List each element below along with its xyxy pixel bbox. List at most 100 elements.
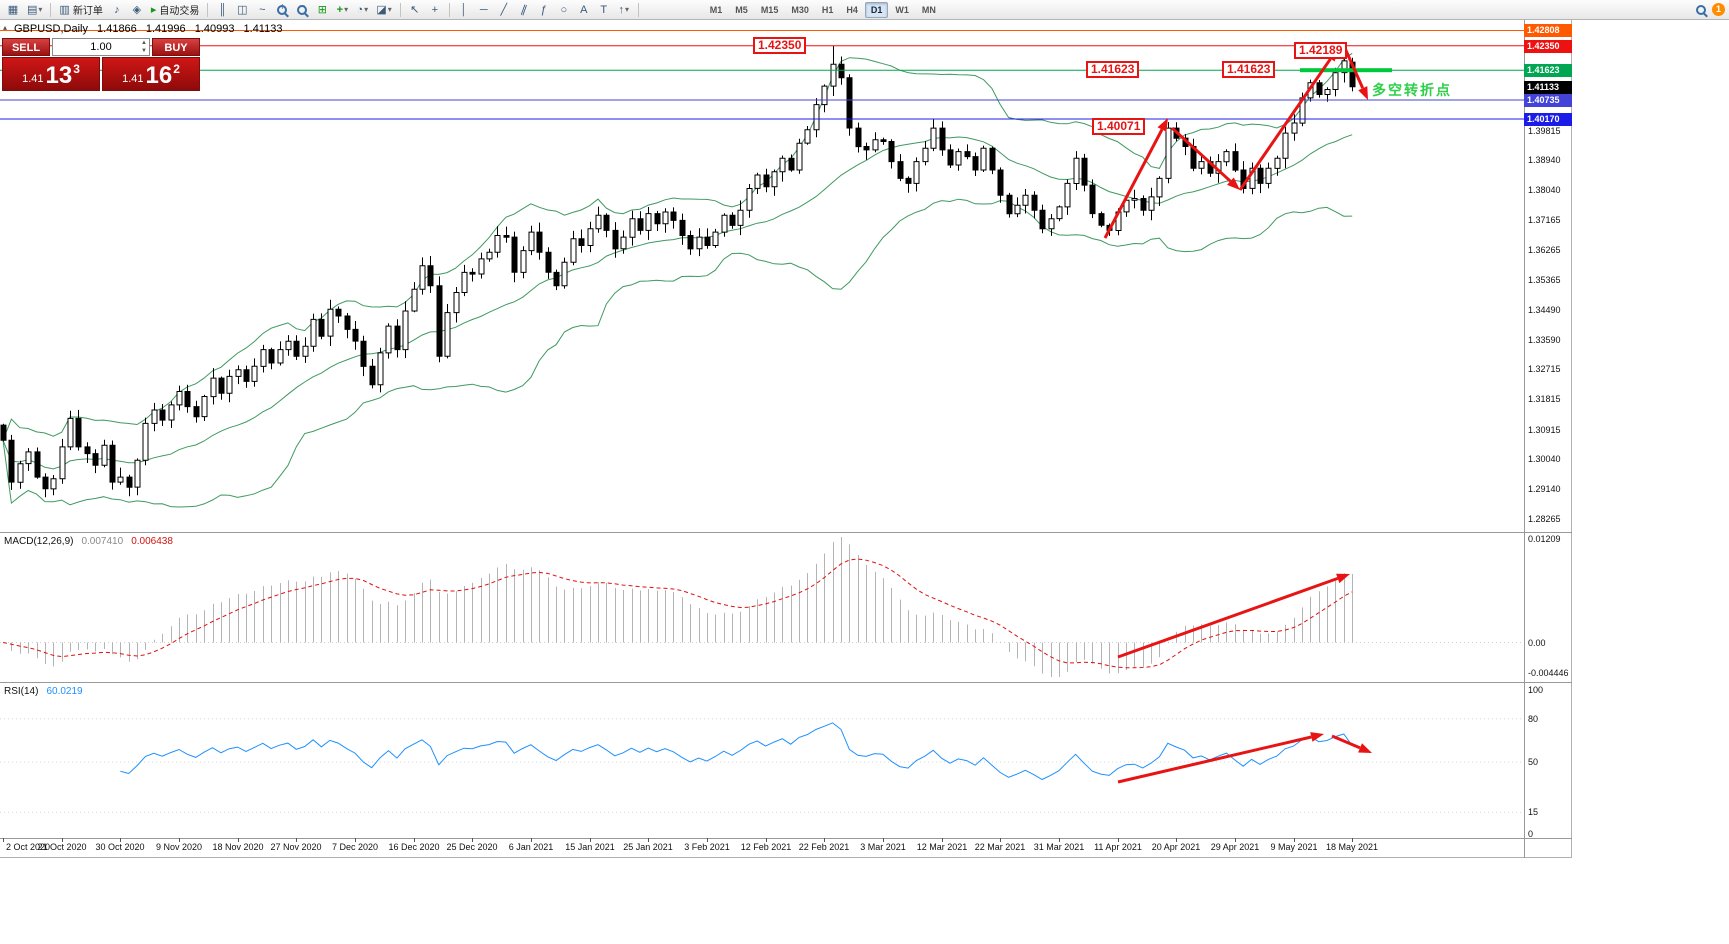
rsi-axis-label: 50 [1528, 757, 1539, 767]
macd-axis-max: 0.01209 [1528, 534, 1561, 544]
price-tag[interactable]: 1.40735 [1524, 94, 1572, 107]
horizontal-line-tool-icon[interactable]: ─ [479, 3, 488, 16]
timeframe-m1[interactable]: M1 [709, 4, 723, 15]
new-order-button[interactable]: ▥ 新订单 [59, 4, 103, 17]
toolbar-separator [399, 2, 401, 17]
price-tick: 1.39815 [1528, 126, 1561, 136]
macd-main-value: 0.007410 [81, 536, 124, 547]
one-click-bid-price[interactable]: 1.41 13 3 [2, 57, 100, 91]
price-tick: 1.31815 [1528, 394, 1561, 404]
macd-pane-label: MACD(12,26,9) 0.007410 0.006438 [4, 536, 181, 547]
rsi-title: RSI(14) [4, 686, 39, 697]
rsi-axis-label: 0 [1528, 829, 1534, 839]
high-value: 1.41996 [145, 23, 186, 35]
timeframe-w1[interactable]: W1 [895, 4, 909, 15]
sound-alerts-icon[interactable]: ♪ [114, 3, 120, 16]
crosshair-tool-icon[interactable]: + [431, 3, 438, 16]
timeframe-h1[interactable]: H1 [821, 4, 834, 15]
cursor-tool-icon[interactable]: ↖ [410, 4, 420, 16]
date-label: 25 Jan 2021 [623, 842, 673, 852]
trend-arrow [1331, 734, 1372, 753]
one-click-ask-price[interactable]: 1.41 16 2 [102, 57, 200, 91]
toolbar-separator [207, 2, 209, 17]
toolbar-separator [50, 2, 52, 17]
date-label: 31 Mar 2021 [1033, 842, 1085, 852]
bull-candles [17, 60, 1348, 490]
trend-arrow [1117, 732, 1324, 784]
date-label: 15 Jan 2021 [565, 842, 615, 852]
autotrading-button[interactable]: ▸ 自动交易 [150, 4, 200, 17]
chart-canvas[interactable] [0, 20, 1572, 858]
channel-tool-icon[interactable]: ∥ [518, 3, 529, 17]
text-tool-icon[interactable]: A [580, 3, 588, 16]
search-icon[interactable] [1692, 1, 1710, 18]
macd-histogram [11, 537, 1353, 677]
fibonacci-tool-icon[interactable]: ƒ [540, 3, 547, 16]
macd-title: MACD(12,26,9) [4, 536, 74, 547]
line-chart-icon[interactable]: ~ [259, 3, 266, 16]
date-label: 9 Nov 2020 [155, 842, 203, 852]
indicators-button[interactable]: + ▾ [336, 3, 349, 16]
date-label: 6 Jan 2021 [508, 842, 554, 852]
price-note-box[interactable]: 1.41623 [1086, 61, 1140, 78]
price-tag[interactable]: 1.41623 [1524, 64, 1572, 77]
price-tick: 1.33590 [1528, 335, 1561, 345]
zoom-in-icon[interactable] [273, 1, 291, 18]
notifications-badge[interactable]: 1 [1712, 3, 1725, 16]
price-note-box[interactable]: 1.42189 [1294, 42, 1348, 59]
close-value: 1.41133 [243, 23, 283, 35]
bollinger-lower-band [2, 198, 1353, 508]
trendline-tool-icon[interactable]: ╱ [500, 4, 508, 16]
date-label: 16 Dec 2020 [388, 842, 440, 852]
timeframe-h4[interactable]: H4 [846, 4, 858, 15]
trend-arrow [1342, 45, 1368, 100]
chart-profiles-icon[interactable]: ▤ ▾ [27, 4, 43, 16]
macd-axis-min: -0.004446 [1528, 668, 1569, 678]
mql5-community-icon[interactable]: ◈ [132, 4, 142, 16]
price-note-box[interactable]: 1.41623 [1222, 61, 1276, 78]
price-tag[interactable]: 1.41133 [1524, 81, 1572, 94]
turning-point-segment [1300, 68, 1392, 73]
low-value: 1.40993 [194, 23, 235, 35]
arrows-tool-icon[interactable]: ↑ ▾ [618, 3, 630, 16]
price-tick: 1.34490 [1528, 305, 1561, 315]
price-tag[interactable]: 1.40170 [1524, 113, 1572, 126]
price-note-box[interactable]: 1.40071 [1092, 118, 1146, 135]
price-tag[interactable]: 1.42808 [1524, 24, 1572, 37]
toolbar-separator [637, 2, 639, 17]
date-label: 27 Nov 2020 [270, 842, 322, 852]
rsi-value: 60.0219 [46, 686, 83, 697]
macd-signal-line [2, 558, 1353, 669]
date-label: 7 Dec 2020 [331, 842, 379, 852]
timeframe-m30[interactable]: M30 [791, 4, 809, 15]
templates-button[interactable]: ◪ ▾ [376, 4, 392, 16]
timeframe-mn[interactable]: MN [921, 4, 936, 15]
date-label: 18 May 2021 [1325, 842, 1379, 852]
price-tick: 1.35365 [1528, 275, 1561, 285]
zoom-out-icon[interactable] [293, 1, 311, 18]
timeframe-m15[interactable]: M15 [760, 4, 779, 15]
text-label-tool-icon[interactable]: T [600, 3, 608, 16]
price-note-box[interactable]: 1.42350 [753, 37, 807, 54]
date-label: 3 Feb 2021 [684, 842, 730, 852]
volume-value: 1.00 [90, 41, 112, 53]
timeframe-d1[interactable]: D1 [864, 1, 889, 18]
volume-input[interactable]: 1.00 ▲ ▼ [52, 38, 150, 56]
buy-button[interactable]: BUY [152, 38, 200, 56]
shapes-tool-icon[interactable]: ○ [560, 3, 568, 16]
new-chart-icon[interactable]: ▦ [7, 4, 19, 16]
periods-button[interactable]: ◔ ▾ [356, 3, 369, 16]
volume-spinner[interactable]: ▲ ▼ [141, 40, 147, 54]
one-click-collapse-icon[interactable]: ▴ [3, 23, 8, 32]
tile-windows-icon[interactable]: ⊞ [317, 4, 327, 16]
date-label: 21 Oct 2020 [37, 842, 87, 852]
rsi-line [120, 722, 1353, 781]
rsi-axis-label: 100 [1528, 685, 1544, 695]
sell-button[interactable]: SELL [2, 38, 50, 56]
bar-chart-icon[interactable]: ║ [218, 3, 227, 16]
price-tag[interactable]: 1.42350 [1524, 40, 1572, 53]
timeframe-m5[interactable]: M5 [735, 4, 748, 15]
candlestick-chart-icon[interactable]: ◫ [237, 4, 248, 16]
vertical-line-tool-icon[interactable]: │ [460, 3, 468, 16]
